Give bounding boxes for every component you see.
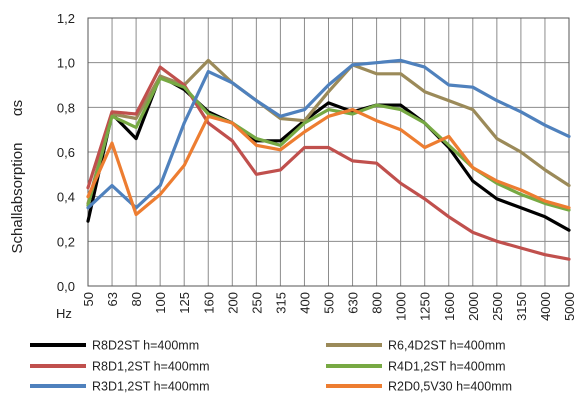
x-tick-label: 80	[129, 292, 144, 306]
y-tick-label: 0,2	[57, 234, 75, 249]
series-line-4	[86, 58, 571, 210]
legend-label: R2D0,5V30 h=400mm	[388, 380, 512, 394]
legend-label: R8D2ST h=400mm	[92, 339, 199, 353]
x-tick-label: 100	[153, 292, 168, 314]
x-tick-label: 315	[273, 292, 288, 314]
x-tick-labels: 50 63 80 100 125 160 200 250 315 400 500 630 800 1000…	[81, 292, 577, 321]
x-tick-label: 200	[225, 292, 240, 314]
x-tick-label: 630	[346, 292, 361, 314]
plot-frame	[87, 17, 570, 287]
x-tick-label: 500	[322, 292, 337, 314]
plot-grid	[87, 17, 570, 287]
series-line-2	[86, 65, 571, 261]
x-tick-label: 4000	[538, 292, 553, 321]
x-tick-label: 2000	[466, 292, 481, 321]
x-tick-label: 1250	[418, 292, 433, 321]
y-axis-symbol: αs	[9, 100, 26, 116]
legend: R8D2ST h=400mm R6,4D2ST h=400mm R8D1,2ST h…	[30, 339, 512, 394]
x-tick-label: 1000	[394, 292, 409, 321]
legend-label: R8D1,2ST h=400mm	[92, 360, 210, 374]
y-tick-labels: 0,0 0,2 0,4 0,6 0,8 1,0 1,2	[57, 11, 75, 294]
x-tick-label: 3150	[514, 292, 529, 321]
legend-label: R6,4D2ST h=400mm	[388, 339, 506, 353]
plot-border	[87, 17, 570, 287]
x-tick-label: 63	[105, 292, 120, 306]
y-tick-label: 0,8	[57, 100, 75, 115]
x-tick-label: 250	[249, 292, 264, 314]
y-tick-label: 0,4	[57, 190, 75, 205]
y-tick-label: 1,2	[57, 11, 75, 26]
legend-label: R3D1,2ST h=400mm	[92, 380, 210, 394]
y-tick-label: 0,6	[57, 145, 75, 160]
x-tick-label: 2500	[490, 292, 505, 321]
x-tick-label: 400	[297, 292, 312, 314]
x-tick-label: 125	[177, 292, 192, 314]
x-tick-label: 800	[370, 292, 385, 314]
series-lines	[86, 58, 571, 261]
y-tick-label: 1,0	[57, 56, 75, 71]
y-axis-label: Schallabsorption	[9, 143, 26, 254]
x-tick-label: 1600	[442, 292, 457, 321]
series-line-1	[86, 58, 571, 205]
x-tick-label: 5000	[562, 292, 577, 321]
x-axis-unit: Hz	[56, 306, 72, 321]
x-tick-label: 160	[201, 292, 216, 314]
y-tick-label: 0,0	[57, 279, 75, 294]
legend-label: R4D1,2ST h=400mm	[388, 360, 506, 374]
x-tick-label: 50	[81, 292, 96, 306]
series-line-5	[86, 107, 571, 217]
